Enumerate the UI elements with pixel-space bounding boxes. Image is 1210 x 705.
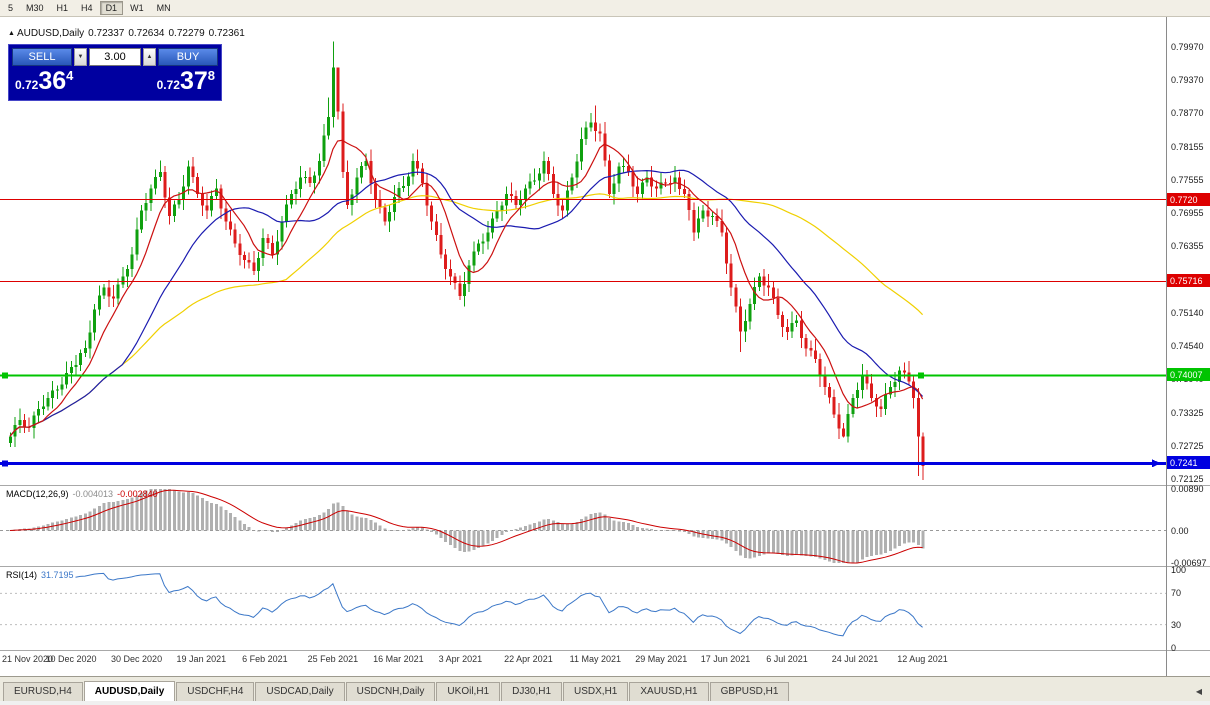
tab-audusd-daily[interactable]: AUDUSD,Daily: [83, 681, 176, 701]
price-level-lines: [0, 199, 1166, 468]
tab-eurusd-h4[interactable]: EURUSD,H4: [3, 682, 83, 701]
price-axis-separator: [1166, 17, 1167, 676]
line-handle[interactable]: [2, 372, 8, 379]
buy-price-prefix: 0.72: [156, 78, 180, 92]
timeframe-w1[interactable]: W1: [124, 1, 150, 15]
price-level-label: 0.7241: [1167, 456, 1210, 470]
timeframe-mn[interactable]: MN: [151, 1, 177, 15]
price-tick: 0.73325: [1171, 407, 1204, 418]
buy-price-main: 37: [179, 67, 208, 95]
price-level-label: 0.74007: [1167, 368, 1210, 382]
timeframe-d1[interactable]: D1: [99, 1, 124, 15]
pane-separator-dates: [0, 650, 1210, 651]
lot-increase-button[interactable]: ▲: [143, 48, 156, 66]
price-tick: 0.76955: [1171, 208, 1204, 219]
title-symbol: AUDUSD,Daily: [16, 28, 85, 39]
lot-decrease-button[interactable]: ▼: [74, 48, 87, 66]
price-axis[interactable]: 0.79970 0.79370 0.78770 0.78155 0.77555 0.769…: [1167, 17, 1210, 676]
candlestick-series: [9, 41, 925, 480]
rsi-value: 31.7195: [41, 570, 74, 580]
chart-canvas[interactable]: [0, 17, 1166, 676]
macd-axis-label: 0.00890: [1171, 484, 1204, 494]
macd-main-value: -0.004013: [72, 489, 114, 499]
buy-button[interactable]: BUY: [158, 48, 218, 66]
rsi-name: RSI(14): [6, 570, 38, 580]
rsi-axis-label: 30: [1171, 619, 1182, 630]
timeframe-h4[interactable]: H4: [75, 1, 99, 15]
tab-scroll-left-icon[interactable]: ◀: [1195, 687, 1202, 696]
price-tick: 0.74540: [1171, 341, 1204, 352]
rsi-indicator-label: RSI(14) 31.7195: [6, 570, 74, 580]
pane-separator-rsi[interactable]: [0, 566, 1210, 567]
tab-xauusd-h1[interactable]: XAUUSD,H1: [629, 682, 709, 701]
sell-price-pip: 4: [66, 68, 74, 83]
rsi-axis-label: 70: [1171, 588, 1182, 599]
buy-price[interactable]: 0.72378: [157, 67, 215, 96]
chart-tab-bar: EURUSD,H4 AUDUSD,Daily USDCHF,H4 USDCAD,Dai…: [0, 676, 1210, 701]
macd-indicator-label: MACD(12,26,9) -0.004013 -0.002840: [6, 489, 158, 499]
line-handle[interactable]: [918, 372, 924, 379]
buy-price-pip: 8: [207, 68, 215, 83]
macd-signal-line: [9, 489, 923, 564]
price-tick: 0.75140: [1171, 307, 1204, 318]
chart-window: ▲ AUDUSD,Daily 0.72337 0.72634 0.72279 0.7236…: [0, 17, 1210, 676]
sell-price-prefix: 0.72: [15, 78, 39, 92]
title-high: 0.72634: [128, 28, 165, 39]
price-tick: 0.72125: [1171, 474, 1204, 485]
price-tick: 0.77555: [1171, 174, 1204, 185]
pane-separator-macd[interactable]: [0, 485, 1210, 486]
tab-usdcad-daily[interactable]: USDCAD,Daily: [255, 682, 345, 701]
tab-ukoil-h1[interactable]: UKOil,H1: [436, 682, 501, 701]
rsi-axis-label: 0: [1171, 643, 1177, 653]
symbol-arrow-icon: ▲: [8, 30, 15, 37]
tab-usdx-h1[interactable]: USDX,H1: [563, 682, 629, 701]
chart-title: ▲ AUDUSD,Daily 0.72337 0.72634 0.72279 0.7236…: [8, 28, 249, 39]
tab-usdchf-h4[interactable]: USDCHF,H4: [176, 682, 255, 701]
price-tick: 0.78155: [1171, 141, 1204, 152]
timeframe-h1[interactable]: H1: [51, 1, 75, 15]
price-tick: 0.78770: [1171, 108, 1204, 119]
price-tick: 0.72725: [1171, 440, 1204, 451]
lot-size-input[interactable]: [89, 48, 141, 66]
macd-signal-value: -0.002840: [117, 489, 158, 499]
rsi-axis-label: 100: [1171, 565, 1187, 575]
tab-usdcnh-daily[interactable]: USDCNH,Daily: [345, 682, 436, 701]
price-tick: 0.79970: [1171, 42, 1204, 52]
rsi-pane: [0, 572, 1166, 637]
price-level-label: 0.7720: [1167, 192, 1210, 206]
timeframe-toolbar: 5 M30 H1 H4 D1 W1 MN: [0, 0, 1210, 17]
title-low: 0.72279: [168, 28, 205, 39]
timeframe-m30[interactable]: M30: [20, 1, 50, 15]
macd-histogram: [0, 489, 1166, 563]
moving-averages: [9, 139, 924, 437]
one-click-trading-panel: SELL ▼ ▲ BUY 0.72364 0.72378: [8, 44, 222, 101]
sell-price[interactable]: 0.72364: [15, 67, 73, 96]
price-level-label: 0.75716: [1167, 274, 1210, 288]
macd-axis-label: 0.00: [1171, 525, 1189, 536]
price-tick: 0.76355: [1171, 241, 1204, 252]
title-close: 0.72361: [208, 28, 245, 39]
tab-gbpusd-h1[interactable]: GBPUSD,H1: [709, 682, 790, 701]
macd-name: MACD(12,26,9): [6, 489, 69, 499]
timeframe-5[interactable]: 5: [2, 1, 19, 15]
sell-button[interactable]: SELL: [12, 48, 72, 66]
macd-axis-label: -0.00697: [1171, 558, 1207, 568]
sell-price-main: 36: [38, 67, 67, 95]
tab-dj30-h1[interactable]: DJ30,H1: [501, 682, 563, 701]
price-tick: 0.79370: [1171, 75, 1204, 86]
title-open: 0.72337: [88, 28, 125, 39]
